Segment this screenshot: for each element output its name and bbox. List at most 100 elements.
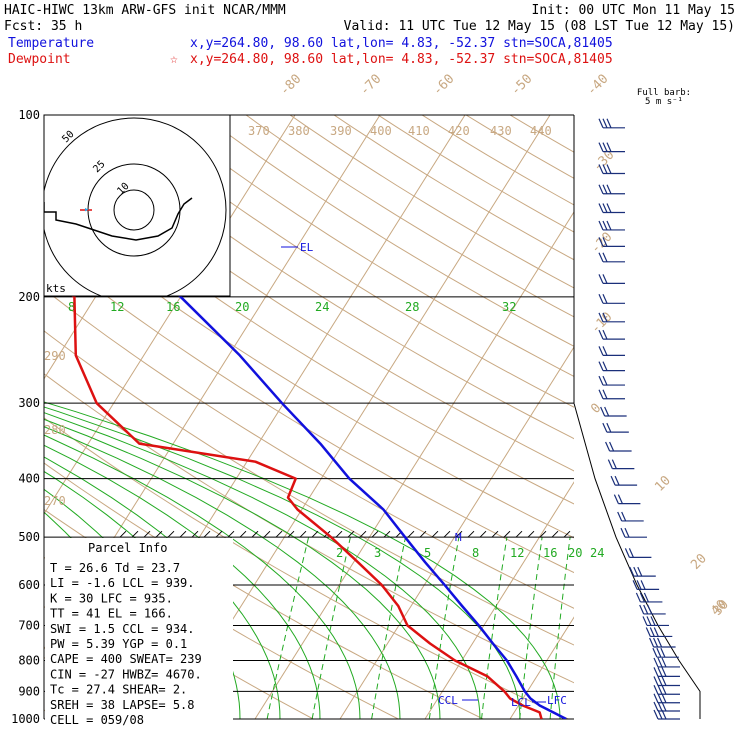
legend-temperature-info: x,y=264.80, 98.60 lat,lon= 4.83, -52.37 … (190, 36, 613, 51)
pressure-label: 1000 (11, 712, 40, 726)
el-marker-label: EL (300, 241, 314, 254)
pressure-label: 100 (18, 108, 40, 122)
wind-barb (653, 701, 680, 712)
theta-label: 390 (330, 124, 352, 138)
mixing-ratio-line (428, 537, 460, 719)
parcel-info-background (45, 538, 233, 726)
freezing-level-tick (239, 530, 247, 538)
hodograph-trace (44, 197, 193, 241)
dry-adiabat-line (44, 288, 574, 609)
parcel-info-box: Parcel Info T = 26.6 Td = 23.7LI = -1.6 … (45, 538, 233, 727)
wind-barb (653, 667, 680, 677)
hodograph-units: kts (46, 282, 66, 295)
theta-label: 400 (370, 124, 392, 138)
mixing-ratio-label-upper: 20 (235, 300, 249, 314)
mixing-ratio-line (266, 537, 310, 719)
freezing-level-tick (551, 530, 559, 538)
wind-barb (598, 346, 625, 356)
barb-scale-units: 5 m s⁻¹ (645, 97, 683, 107)
wind-barb (598, 118, 625, 129)
wind-barb (598, 203, 625, 214)
wind-barb (607, 459, 635, 470)
lfc-marker-label: LFC (547, 694, 567, 707)
m-marker-label: M (455, 531, 462, 544)
freezing-level-tick (275, 530, 283, 538)
wind-barb (649, 637, 676, 648)
isotherm-label: 40 (708, 597, 730, 619)
freezing-level-tick (467, 530, 475, 538)
mixing-ratio-label-upper: 32 (502, 300, 516, 314)
header-forecast-hour: Fcst: 35 h (4, 19, 82, 34)
dry-adiabat-line (44, 330, 574, 646)
isotherm-label: -70 (357, 72, 384, 99)
wind-barb (605, 441, 632, 452)
pressure-label: 300 (18, 396, 40, 410)
parcel-info-row: T = 26.6 Td = 23.7 (50, 561, 180, 575)
isotherm-label: -50 (508, 72, 535, 99)
freezing-level-tick (299, 530, 307, 538)
isotherm-label: -80 (277, 72, 304, 99)
wind-barb (598, 164, 625, 175)
dry-adiabat-line (421, 115, 574, 206)
parcel-info-row: SREH = 38 LAPSE= 5.8 (50, 698, 195, 712)
parcel-info-row: TT = 41 EL = 166. (50, 607, 173, 621)
freezing-level-tick (515, 530, 523, 538)
theta-label: 270 (44, 494, 66, 508)
wind-barb (598, 375, 625, 386)
dry-adiabat-line (377, 115, 574, 233)
parcel-info-row: CAPE = 400 SWEAT= 239 (50, 652, 202, 666)
mixing-ratio-line (371, 537, 406, 719)
mixing-ratio-label-lower: 2 (336, 546, 343, 560)
wind-barb (598, 294, 625, 304)
dry-adiabat-line (44, 462, 484, 719)
mixing-ratio-label-lower: 5 (424, 546, 431, 560)
freezing-level-tick (251, 530, 259, 538)
mixing-ratio-label-lower: 20 (568, 546, 582, 560)
parcel-info-row: CELL = 059/08 (50, 713, 144, 727)
wind-barb (613, 494, 641, 505)
dry-adiabat-line (289, 115, 574, 289)
wind-barb (624, 548, 652, 558)
legend-temperature-label: Temperature (8, 36, 94, 51)
pressure-label: 400 (18, 472, 40, 486)
header-model-title: HAIC-HIWC 13km ARW-GFS init NCAR/MMM (4, 3, 286, 18)
parcel-info-row: K = 30 LFC = 935. (50, 591, 173, 605)
freezing-level-tick (443, 530, 451, 538)
hodograph-bunkers-icon: ▸ (84, 205, 89, 215)
pressure-label: 200 (18, 290, 40, 304)
wind-barb (632, 580, 660, 590)
parcel-info-row: SWI = 1.5 CCL = 934. (50, 622, 195, 636)
freezing-level-tick (539, 530, 547, 538)
freezing-level-tick (227, 530, 235, 538)
hodograph-ring-50 (44, 117, 227, 296)
pressure-label: 700 (18, 618, 40, 632)
theta-label: 430 (490, 124, 512, 138)
wind-barb (598, 252, 625, 263)
isotherm-line (595, 115, 740, 719)
freezing-level-tick (503, 530, 511, 538)
pressure-label: 900 (18, 684, 40, 698)
parcel-info-row: PW = 5.39 YGP = 0.1 (50, 637, 187, 651)
wind-barb (639, 604, 666, 615)
freezing-level-tick (431, 530, 439, 538)
wind-barb (598, 220, 625, 231)
parcel-info-rows: T = 26.6 Td = 23.7LI = -1.6 LCL = 939.K … (50, 561, 202, 727)
dry-adiabat-line (201, 115, 574, 347)
freezing-level-tick (287, 530, 295, 538)
mixing-ratio-label-lower: 12 (510, 546, 524, 560)
mixing-ratio-line (481, 537, 508, 719)
dry-adiabat-line (44, 417, 569, 719)
theta-label: 410 (408, 124, 430, 138)
mixing-ratio-label-upper: 16 (166, 300, 180, 314)
wind-barb (653, 676, 680, 687)
isotherm-label: -60 (430, 72, 457, 99)
freezing-level-tick (371, 530, 379, 538)
freezing-level-tick (179, 530, 187, 538)
mixing-ratio-label-lower: 16 (543, 546, 557, 560)
legend-dewpoint-star-icon: ☆ (170, 52, 178, 67)
pressure-label: 500 (18, 530, 40, 544)
wind-barbs (598, 118, 680, 720)
freezing-level-tick (131, 530, 139, 538)
